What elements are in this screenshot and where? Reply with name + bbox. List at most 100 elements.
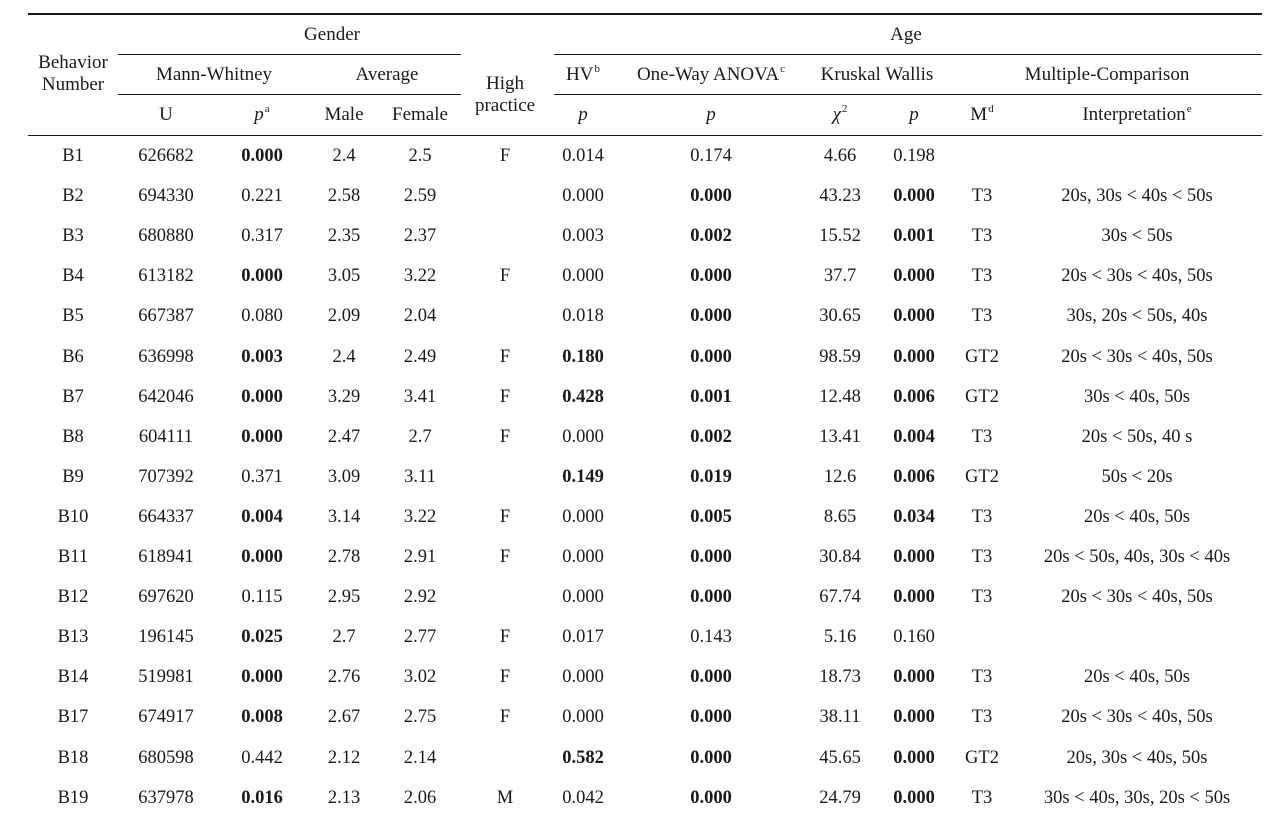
- interpretation-cell: 30s < 50s: [1101, 226, 1173, 247]
- chi-cell: 30.84: [819, 547, 861, 567]
- high-practice-cell: F: [499, 346, 511, 367]
- interpretation-cell: 20s, 30s < 40s, 50s: [1066, 747, 1208, 768]
- chi-cell: 37.7: [823, 266, 857, 287]
- m-cell: T3: [971, 226, 993, 247]
- male-cell: 3.29: [327, 386, 361, 407]
- behavior-cell: B12: [57, 587, 89, 608]
- female-header: Female: [392, 104, 448, 125]
- kw-p-cell: 0.160: [893, 627, 935, 648]
- kw-p-cell: 0.034: [893, 506, 935, 527]
- anova-label: One-Way ANOVA: [636, 64, 780, 85]
- behavior-cell: B9: [62, 466, 84, 487]
- female-cell: 2.92: [403, 587, 437, 608]
- chi-cell: 43.23: [819, 186, 861, 207]
- chi-cell: 67.74: [819, 587, 861, 608]
- behavior-cell: B3: [62, 226, 84, 247]
- hv-cell: 0.014: [562, 146, 604, 166]
- anova-cell: 0.000: [690, 266, 732, 287]
- u-cell: 618941: [138, 547, 194, 567]
- behavior-cell: B5: [62, 306, 84, 327]
- mann-whitney-header: Mann-Whitney: [155, 64, 273, 85]
- m-cell: T3: [971, 266, 993, 287]
- female-cell: 2.91: [403, 547, 437, 567]
- chi-cell: 24.79: [819, 787, 861, 808]
- interpretation-cell: 20s < 30s < 40s, 50s: [1061, 346, 1213, 367]
- m-cell: GT2: [965, 466, 999, 487]
- p-cell: 0.000: [241, 667, 283, 688]
- interpretation-header: Interpretatione: [1082, 104, 1191, 126]
- mann-average-rule: [118, 94, 461, 96]
- u-cell: 667387: [138, 306, 194, 327]
- hv-cell: 0.042: [562, 787, 604, 808]
- anova-cell: 0.019: [690, 466, 732, 487]
- m-cell: T3: [971, 787, 993, 808]
- interpretation-cell: 20s < 30s < 40s, 50s: [1061, 587, 1213, 608]
- m-label: M: [970, 104, 988, 125]
- interpretation-cell: 20s < 30s < 40s, 50s: [1061, 707, 1213, 728]
- female-cell: 2.59: [403, 186, 437, 207]
- gender-header: Gender: [304, 24, 360, 45]
- u-cell: 674917: [138, 707, 194, 728]
- u-cell: 519981: [138, 667, 194, 688]
- p-label: p: [254, 104, 264, 125]
- kw-p-cell: 0.000: [893, 266, 935, 287]
- u-cell: 196145: [138, 627, 194, 648]
- kw-p-cell: 0.198: [893, 146, 935, 166]
- female-cell: 3.11: [404, 466, 436, 487]
- high-practice-cell: F: [499, 426, 511, 447]
- hv-cell: 0.000: [562, 547, 604, 567]
- hv-cell: 0.582: [562, 747, 604, 768]
- interpretation-cell: 20s < 30s < 40s, 50s: [1061, 266, 1213, 287]
- male-cell: 2.09: [327, 306, 361, 327]
- behavior-cell: B13: [57, 627, 89, 648]
- chi-cell: 8.65: [823, 506, 857, 527]
- u-cell: 680880: [138, 226, 194, 247]
- anova-cell: 0.002: [690, 426, 732, 447]
- hv-label: HV: [566, 64, 594, 85]
- hv-header: HVb: [566, 64, 600, 86]
- u-cell: 697620: [138, 587, 194, 608]
- high-practice-cell: F: [499, 506, 511, 527]
- interpretation-cell: 50s < 20s: [1101, 466, 1173, 487]
- high-practice-line-1: High: [486, 73, 524, 94]
- hv-cell: 0.000: [562, 506, 604, 527]
- female-cell: 2.77: [403, 627, 437, 648]
- hv-cell: 0.000: [562, 266, 604, 287]
- hv-cell: 0.018: [562, 306, 604, 327]
- p-cell: 0.371: [241, 466, 283, 487]
- kw-p-cell: 0.006: [893, 386, 935, 407]
- gender-subheader-rule: [118, 54, 461, 56]
- kw-p-cell: 0.006: [893, 466, 935, 487]
- high-practice-cell: F: [499, 627, 511, 648]
- p-cell: 0.442: [241, 747, 283, 768]
- anova-cell: 0.002: [690, 226, 732, 247]
- chi-cell: 5.16: [823, 627, 857, 648]
- p-cell: 0.317: [241, 226, 283, 247]
- u-cell: 637978: [138, 787, 194, 808]
- u-cell: 642046: [138, 386, 194, 407]
- interpretation-cell: 30s < 40s, 30s, 20s < 50s: [1043, 787, 1231, 808]
- kw-p-cell: 0.000: [893, 306, 935, 327]
- behavior-cell: B11: [57, 547, 89, 567]
- top-rule: [28, 13, 1262, 15]
- chi-cell: 13.41: [819, 426, 861, 447]
- behavior-cell: B18: [57, 747, 89, 768]
- kruskal-wallis-header: Kruskal Wallis: [820, 64, 934, 85]
- p-cell: 0.016: [241, 787, 283, 808]
- male-cell: 2.67: [327, 707, 361, 728]
- m-cell: GT2: [965, 747, 999, 768]
- male-cell: 2.12: [327, 747, 361, 768]
- p-footnote: a: [264, 103, 270, 115]
- m-cell: T3: [971, 506, 993, 527]
- kw-p-cell: 0.000: [893, 186, 935, 207]
- age-subheader-rule: [554, 54, 1262, 56]
- hv-cell: 0.000: [562, 587, 604, 608]
- m-footnote: d: [988, 103, 994, 115]
- female-cell: 3.22: [403, 506, 437, 527]
- high-practice-cell: F: [499, 146, 511, 166]
- m-cell: GT2: [965, 346, 999, 367]
- kw-p-cell: 0.004: [893, 426, 935, 447]
- p-cell: 0.221: [241, 186, 283, 207]
- behavior-cell: B19: [57, 787, 89, 808]
- anova-p-header: p: [706, 104, 716, 125]
